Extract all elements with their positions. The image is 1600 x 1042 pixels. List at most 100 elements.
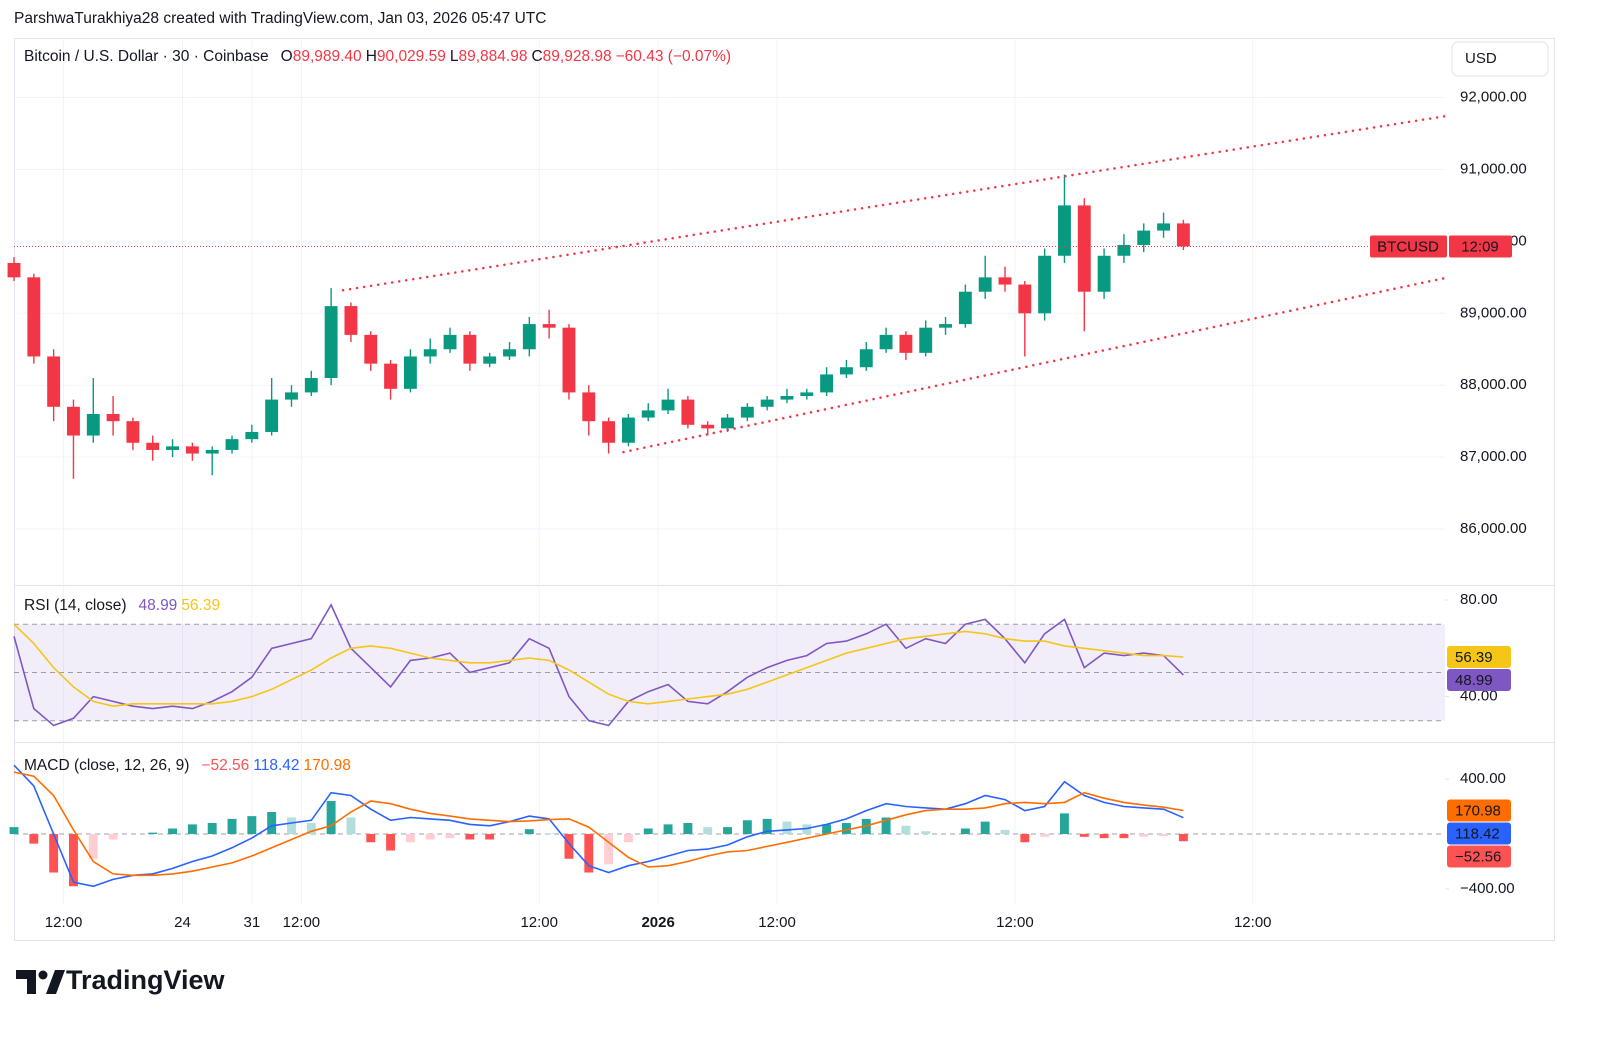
histogram-bar [485,834,495,840]
x-tick-label: 12:00 [758,914,796,931]
candle-body [641,410,655,418]
histogram-bar [366,834,376,843]
candle-body [503,349,516,357]
histogram-bar [1040,834,1050,837]
grid-layer [14,40,1449,905]
candle-body [1018,284,1032,314]
legend-value: 48.99 [138,597,178,614]
candle-body [998,277,1012,285]
histogram-bar [782,821,792,835]
candle-body [245,431,259,440]
y-tick-label: 80.00 [1460,591,1498,608]
histogram-bar [584,834,594,873]
currency[interactable]: USD [1465,50,1497,67]
histogram-bar [1099,834,1109,839]
histogram-bar [9,827,19,835]
x-tick-label: 12:00 [520,914,558,931]
candle-body [1077,205,1091,292]
candle-body [562,327,576,393]
value-badge [1447,646,1511,669]
credit: ParshwaTurakhiya28 created with TradingV… [14,10,547,27]
labels-layer: 12:002412:003112:00202612:00212:00312:00… [45,235,1512,931]
candle-body [86,413,100,436]
histogram-bar [544,833,554,835]
histogram-bar [187,824,197,835]
candle-body [483,356,497,364]
symbol-badge-label: BTCUSD [1377,238,1439,255]
value-badge-label: −52.56 [1455,848,1501,865]
candle-body [364,334,378,364]
candle-body [146,442,160,450]
candle-body [522,324,536,350]
candle-body [304,378,318,393]
candle-body [106,413,120,422]
histogram-bar [1059,813,1069,835]
histogram-bar [425,834,435,840]
x-tick-label: 12:00 [283,914,321,931]
histogram-bar [306,823,316,835]
candle-body [1117,244,1131,256]
histogram-bar [148,832,158,835]
legend-value: 170.98 [303,757,351,774]
candle-body [661,399,675,411]
histogram-bar [465,834,475,840]
ohlc-key: H [365,48,377,65]
x-tick-label: 2026 [641,914,674,931]
candle-body [621,417,635,443]
chart-frame [14,38,1555,941]
candle-body [443,334,457,350]
indicator-line [13,623,1184,708]
brand-logo [16,970,65,994]
histogram-bar [623,834,633,843]
value-badge-label: 48.99 [1455,672,1493,689]
candle-body [463,334,477,364]
macd-title: MACD (close, 12, 26, 9) [24,757,190,774]
candle-body [839,367,853,375]
currency-button[interactable] [1451,41,1549,77]
y-tick-label: 400.00 [1460,770,1506,787]
y-tick-label: 89,000.00 [1460,304,1527,321]
histogram-bar [762,818,772,835]
candle-body [879,334,893,350]
y-tick-label: 40.00 [1460,688,1498,705]
rsi-legend: RSI (14, close) 48.99 56.39 [24,597,224,615]
candle-body [740,406,754,418]
ohlc-key: O [280,48,293,65]
candle-body [7,262,21,278]
candle-body [265,399,279,432]
histogram-bar [49,834,59,873]
y-tick-label: 92,000.00 [1460,89,1527,106]
histogram-bar [1159,834,1169,837]
marks-layer: 86,000.0087,000.0088,000.0089,000.0090,0… [7,89,1527,897]
candle-body [1137,230,1151,245]
candle-body [899,334,913,353]
rsi-title: RSI (14, close) [24,597,127,614]
indicator-line [13,603,1184,727]
x-tick-label: 24 [174,914,191,931]
candle-body [185,446,199,454]
candle-body [958,291,972,325]
y-tick-label: 91,000.00 [1460,160,1527,177]
candle-body [1038,255,1052,314]
candle-body [47,356,61,407]
histogram-bar [723,827,732,835]
histogram-bar [29,834,39,844]
histogram-bar [88,834,98,859]
ohlc-value: 89,928.98 [542,48,612,65]
histogram-bar [1139,834,1149,837]
candle-body [859,349,873,368]
histogram-bar [1020,834,1030,843]
y-tick-label: 86,000.00 [1460,520,1527,537]
candle-body [820,374,834,393]
y-tick-label: −400.00 [1460,880,1515,897]
histogram-bar [822,824,832,835]
candle-body [205,449,219,454]
histogram-bar [227,818,237,835]
candle-body [681,399,695,425]
candle-body [1097,255,1111,292]
countdown-badge [1449,235,1512,258]
ohlc-value: 89,884.98 [458,48,528,65]
candle-body [384,363,398,389]
candle-body [939,324,952,328]
price-change: −60.43 (−0.07%) [615,48,732,65]
